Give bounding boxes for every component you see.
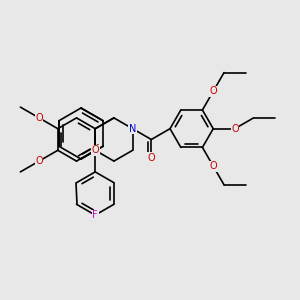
Text: F: F (92, 210, 98, 220)
Text: O: O (92, 145, 99, 155)
Text: O: O (209, 86, 217, 96)
Text: O: O (231, 124, 238, 134)
Text: O: O (148, 153, 155, 163)
Text: O: O (35, 113, 43, 123)
Text: O: O (35, 156, 43, 166)
Text: O: O (209, 161, 217, 171)
Text: N: N (129, 124, 136, 134)
